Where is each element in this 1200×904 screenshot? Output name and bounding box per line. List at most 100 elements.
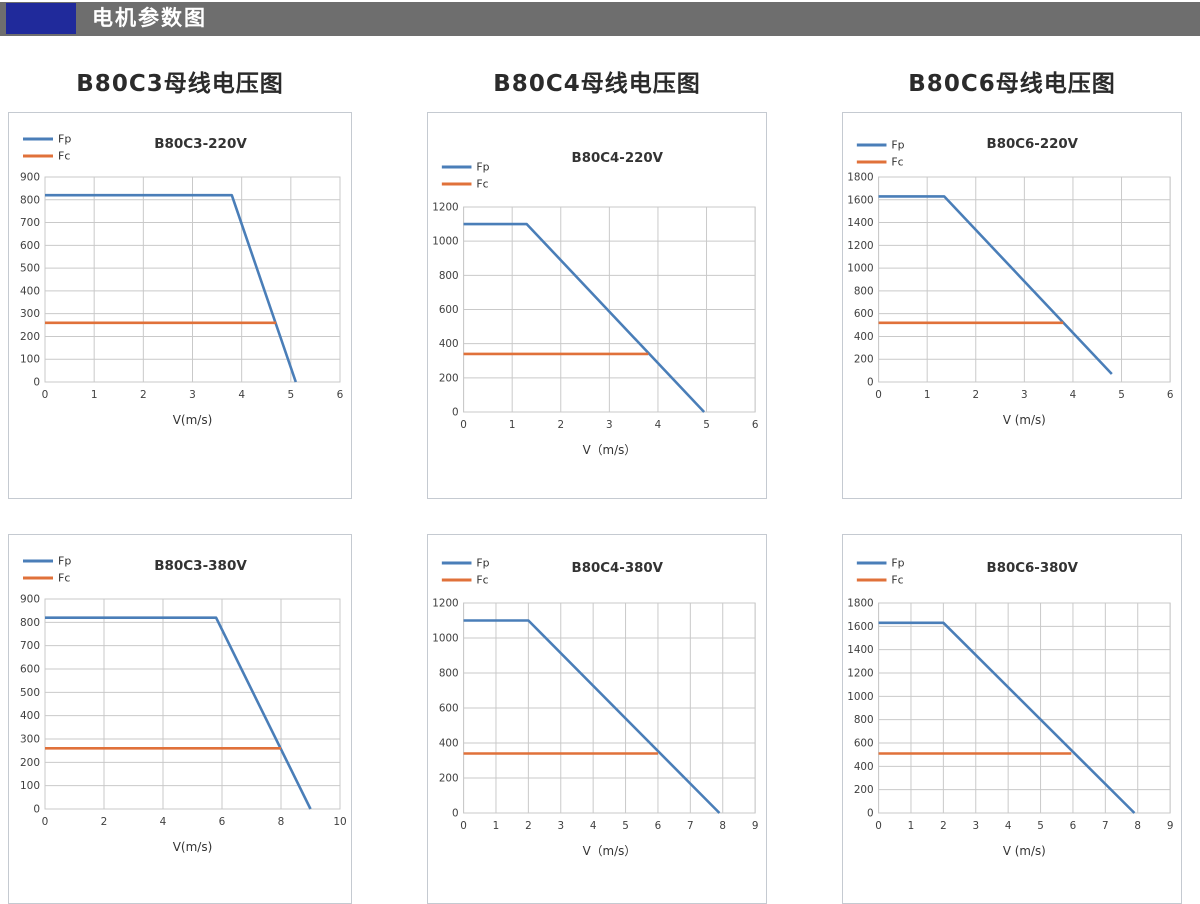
chart-group-titles: B80C3母线电压图 B80C4母线电压图 B80C6母线电压图 xyxy=(0,64,1200,98)
svg-text:800: 800 xyxy=(20,194,40,206)
svg-text:2: 2 xyxy=(525,820,532,832)
svg-text:1: 1 xyxy=(509,419,516,431)
svg-text:4: 4 xyxy=(655,419,662,431)
svg-text:800: 800 xyxy=(20,617,40,629)
chart-canvas-b80c6-380v: 0 200 400 600 800 1000 1200 1400 1600 1800 0 1 2 3 4 5 6… xyxy=(847,556,1174,858)
svg-text:100: 100 xyxy=(20,354,40,366)
svg-text:1800: 1800 xyxy=(847,171,873,183)
svg-text:900: 900 xyxy=(20,172,40,184)
svg-text:Fc: Fc xyxy=(58,572,70,585)
svg-text:2: 2 xyxy=(940,820,947,832)
svg-text:8: 8 xyxy=(719,820,726,832)
svg-text:300: 300 xyxy=(20,308,40,320)
svg-text:0: 0 xyxy=(452,406,459,418)
svg-text:6: 6 xyxy=(1070,820,1077,832)
svg-text:6: 6 xyxy=(655,820,662,832)
svg-text:5: 5 xyxy=(1037,820,1044,832)
svg-text:2: 2 xyxy=(140,389,147,401)
svg-text:8: 8 xyxy=(1134,820,1141,832)
svg-text:700: 700 xyxy=(20,640,40,652)
svg-text:6: 6 xyxy=(752,419,759,431)
svg-text:8: 8 xyxy=(278,816,285,828)
svg-text:5: 5 xyxy=(287,389,294,401)
chart-panel: 0 200 400 600 800 1000 1200 1400 1600 1800 0 1 2 3 4 5 6… xyxy=(842,534,1182,904)
svg-text:B80C6-380V: B80C6-380V xyxy=(987,561,1079,576)
svg-text:1: 1 xyxy=(91,389,98,401)
svg-text:200: 200 xyxy=(20,757,40,769)
svg-text:4: 4 xyxy=(1005,820,1012,832)
svg-text:800: 800 xyxy=(439,270,459,282)
svg-text:9: 9 xyxy=(1167,820,1174,832)
svg-text:7: 7 xyxy=(687,820,694,832)
svg-text:V（m/s）: V（m/s） xyxy=(583,443,637,457)
chart-canvas-b80c4-220v: 0 200 400 600 800 1000 1200 0 1 2 3 4 5 6 V（m/s） B80C4-… xyxy=(432,151,759,457)
svg-text:600: 600 xyxy=(854,737,874,749)
svg-text:0: 0 xyxy=(875,389,882,401)
chart-group-title-b80c3: B80C3母线电压图 xyxy=(76,71,284,97)
svg-text:600: 600 xyxy=(20,664,40,676)
svg-text:Fc: Fc xyxy=(476,177,488,190)
svg-text:200: 200 xyxy=(439,772,459,784)
svg-text:2: 2 xyxy=(557,419,564,431)
svg-text:200: 200 xyxy=(854,784,874,796)
svg-text:1: 1 xyxy=(924,389,931,401)
svg-text:V(m/s): V(m/s) xyxy=(173,413,213,427)
chart-canvas-b80c4-380v: 0 200 400 600 800 1000 1200 0 1 2 3 4 5 6 7 8 9 V（m/s） B80… xyxy=(432,556,759,858)
svg-text:V（m/s）: V（m/s） xyxy=(583,844,637,858)
chart-canvas-b80c3-380v: 0 100 200 300 400 500 600 700 800 900 0 2 4 6 8 10 V(m/s… xyxy=(20,555,347,855)
svg-text:V (m/s): V (m/s) xyxy=(1003,844,1046,858)
svg-text:1200: 1200 xyxy=(432,201,458,213)
svg-text:1600: 1600 xyxy=(847,194,873,206)
svg-text:600: 600 xyxy=(439,304,459,316)
svg-text:B80C6-220V: B80C6-220V xyxy=(987,137,1079,152)
svg-text:200: 200 xyxy=(20,331,40,343)
svg-text:3: 3 xyxy=(606,419,613,431)
svg-text:B80C4-380V: B80C4-380V xyxy=(572,561,664,576)
svg-text:1600: 1600 xyxy=(847,621,873,633)
svg-text:1800: 1800 xyxy=(847,597,873,609)
svg-text:9: 9 xyxy=(752,820,759,832)
svg-text:800: 800 xyxy=(854,285,874,297)
svg-text:1400: 1400 xyxy=(847,644,873,656)
charts-grid: 0 100 200 300 400 500 600 700 800 900 0 1 2 3 4 5 6 V(m/s… xyxy=(0,112,1200,904)
svg-text:1200: 1200 xyxy=(847,240,873,252)
chart-panel: 0 100 200 300 400 500 600 700 800 900 0 2 4 6 8 10 V(m/s… xyxy=(8,534,352,904)
svg-text:500: 500 xyxy=(20,687,40,699)
svg-text:300: 300 xyxy=(20,734,40,746)
svg-text:400: 400 xyxy=(854,331,874,343)
svg-text:4: 4 xyxy=(238,389,245,401)
chart-panel: 0 100 200 300 400 500 600 700 800 900 0 1 2 3 4 5 6 V(m/s… xyxy=(8,112,352,499)
svg-text:5: 5 xyxy=(622,820,629,832)
svg-text:1000: 1000 xyxy=(847,263,873,275)
chart-panel: 0 200 400 600 800 1000 1200 1400 1600 1800 0 1 2 3 4 5 6… xyxy=(842,112,1182,499)
svg-text:0: 0 xyxy=(452,807,459,819)
svg-text:600: 600 xyxy=(439,702,459,714)
svg-text:900: 900 xyxy=(20,594,40,606)
svg-text:Fc: Fc xyxy=(891,573,903,586)
svg-text:Fp: Fp xyxy=(476,556,489,569)
svg-text:6: 6 xyxy=(219,816,226,828)
svg-text:0: 0 xyxy=(42,816,49,828)
svg-text:1000: 1000 xyxy=(432,632,458,644)
svg-text:500: 500 xyxy=(20,263,40,275)
svg-text:1: 1 xyxy=(493,820,500,832)
svg-text:0: 0 xyxy=(867,376,874,388)
svg-text:6: 6 xyxy=(1167,389,1174,401)
svg-text:10: 10 xyxy=(333,816,346,828)
svg-text:600: 600 xyxy=(854,308,874,320)
chart-canvas-b80c6-220v: 0 200 400 600 800 1000 1200 1400 1600 1800 0 1 2 3 4 5 6… xyxy=(847,137,1174,427)
header-accent-block xyxy=(6,3,76,34)
svg-text:1000: 1000 xyxy=(847,691,873,703)
svg-text:Fc: Fc xyxy=(891,155,903,168)
svg-text:6: 6 xyxy=(337,389,344,401)
svg-text:0: 0 xyxy=(875,820,882,832)
svg-text:B80C3-220V: B80C3-220V xyxy=(154,136,247,152)
svg-text:2: 2 xyxy=(101,816,108,828)
chart-group-title-b80c4: B80C4母线电压图 xyxy=(493,71,701,97)
svg-text:400: 400 xyxy=(20,710,40,722)
svg-text:0: 0 xyxy=(33,804,40,816)
svg-text:800: 800 xyxy=(439,667,459,679)
section-header: 电机参数图 xyxy=(0,2,1200,36)
svg-text:3: 3 xyxy=(1021,389,1028,401)
svg-text:Fp: Fp xyxy=(58,555,71,568)
